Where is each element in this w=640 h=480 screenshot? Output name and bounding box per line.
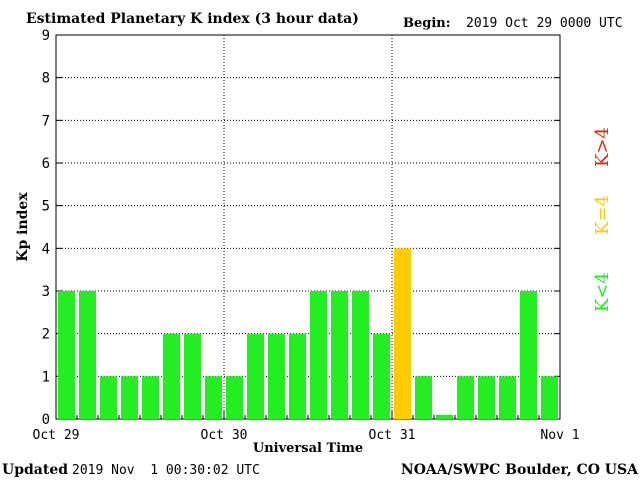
kp-bar-18 <box>436 414 453 419</box>
kp-bar-11 <box>289 333 306 419</box>
legend-k-equal-4: K=4 <box>592 195 613 235</box>
y-tick-label: 9 <box>42 28 50 44</box>
kp-bar-20 <box>478 376 495 419</box>
y-tick-label: 1 <box>42 369 50 385</box>
y-tick-label: 0 <box>42 412 50 428</box>
y-tick-label: 5 <box>42 199 50 215</box>
updated-label: Updated <box>2 462 68 478</box>
kp-bar-16 <box>394 248 411 419</box>
kp-bar-3 <box>121 376 138 419</box>
x-axis-label: Universal Time <box>253 441 363 456</box>
kp-bar-7 <box>205 376 222 419</box>
grid-lines <box>55 34 561 420</box>
kp-bar-19 <box>457 376 474 419</box>
kp-bar-6 <box>184 333 201 419</box>
begin-value: 2019 Oct 29 0000 UTC <box>466 16 623 31</box>
x-tick-label: Oct 31 <box>369 428 416 443</box>
updated-value: 2019 Nov 1 00:30:02 UTC <box>72 463 260 478</box>
begin-label: Begin: <box>403 16 451 31</box>
y-tick-label: 6 <box>42 156 50 172</box>
kp-bar-12 <box>310 291 327 419</box>
kp-bar-1 <box>79 291 96 419</box>
bars <box>58 248 558 419</box>
y-tick-labels: 0 1 2 3 4 5 6 7 8 9 <box>42 28 50 428</box>
legend-k-below-4: K<4 <box>592 272 613 312</box>
kp-bar-9 <box>247 333 264 419</box>
x-tick-labels: Oct 29 Oct 30 Oct 31 Nov 1 <box>33 428 580 443</box>
y-axis-label: Kp index <box>15 192 31 262</box>
kp-bar-14 <box>352 291 369 419</box>
y-tick-label: 7 <box>42 113 50 129</box>
y-tick-label: 3 <box>42 284 50 300</box>
kp-bar-13 <box>331 291 348 419</box>
x-tick-label: Oct 30 <box>201 428 248 443</box>
y-tick-label: 2 <box>42 327 50 343</box>
kp-bar-23 <box>541 376 558 419</box>
y-tick-label: 8 <box>42 71 50 87</box>
kp-bar-8 <box>226 376 243 419</box>
chart-title: Estimated Planetary K index (3 hour data… <box>26 11 359 27</box>
x-tick-label: Oct 29 <box>33 428 80 443</box>
y-tick-label: 4 <box>42 241 50 257</box>
legend-k-above-4: K>4 <box>592 127 613 167</box>
kp-bar-21 <box>499 376 516 419</box>
kp-bar-0 <box>58 291 75 419</box>
kp-bar-5 <box>163 333 180 419</box>
x-tick-label: Nov 1 <box>540 428 579 443</box>
kp-bar-10 <box>268 333 285 419</box>
kp-bar-4 <box>142 376 159 419</box>
kp-bar-2 <box>100 376 117 419</box>
kp-bar-17 <box>415 376 432 419</box>
plot-frame <box>55 34 561 420</box>
credit-text: NOAA/SWPC Boulder, CO USA <box>401 462 639 478</box>
kp-bar-15 <box>373 333 390 419</box>
kp-bar-22 <box>520 291 537 419</box>
